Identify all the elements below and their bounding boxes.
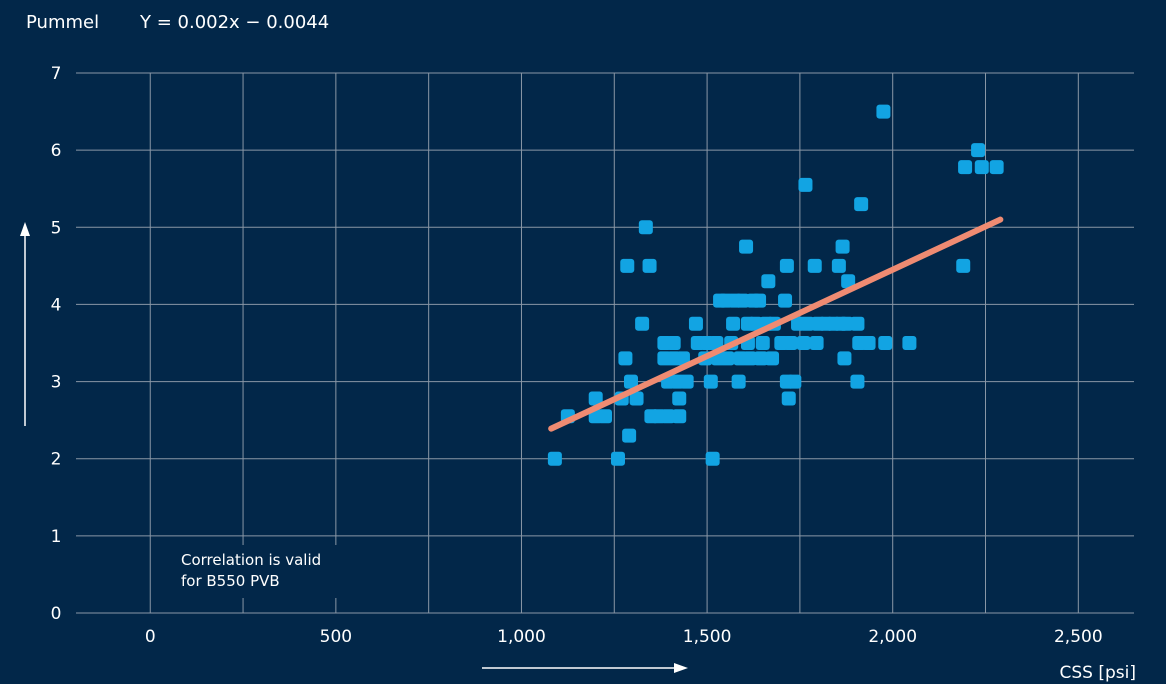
data-point: [839, 316, 854, 331]
y-tick-label: 4: [51, 295, 62, 315]
data-point: [778, 293, 793, 308]
data-point: [672, 409, 687, 424]
y-tick-labels: 0 1 2 3 4 5 6 7: [51, 64, 62, 624]
x-tick-label: 1,500: [683, 627, 732, 647]
data-point: [958, 160, 973, 175]
data-point: [835, 239, 850, 254]
data-point: [635, 316, 650, 331]
data-point: [610, 451, 625, 466]
data-point: [629, 391, 644, 406]
data-point: [675, 351, 690, 366]
data-point: [831, 258, 846, 273]
y-tick-label: 3: [51, 373, 62, 393]
x-tick-label: 500: [320, 627, 352, 647]
data-point: [642, 258, 657, 273]
data-point: [779, 258, 794, 273]
x-axis-label: CSS [psi]: [1060, 663, 1137, 683]
equation-label: Y = 0.002x − 0.0044: [139, 12, 329, 33]
annotation-line-2: for B550 PVB: [181, 572, 280, 590]
x-tick-label: 2,500: [1054, 627, 1103, 647]
data-point: [971, 143, 986, 158]
y-tick-label: 6: [51, 141, 62, 161]
data-point: [841, 274, 856, 289]
y-tick-label: 0: [51, 604, 62, 624]
data-point: [807, 258, 822, 273]
data-point: [620, 258, 635, 273]
y-tick-label: 1: [51, 527, 62, 547]
data-point: [731, 374, 746, 389]
data-point: [753, 351, 768, 366]
annotation-line-1: Correlation is valid: [181, 551, 321, 569]
data-point: [876, 104, 891, 119]
data-point: [755, 336, 770, 350]
data-point: [850, 374, 865, 389]
y-tick-label: 7: [51, 64, 62, 84]
data-point: [850, 316, 865, 331]
chart-title: Pummel: [26, 12, 99, 33]
data-point: [705, 451, 720, 466]
data-point: [854, 197, 869, 212]
data-point: [878, 336, 893, 350]
data-point: [861, 336, 876, 350]
data-point: [739, 239, 754, 254]
x-tick-labels: 0 500 1,000 1,500 2,000 2,500: [145, 627, 1103, 647]
data-point: [618, 351, 633, 366]
y-tick-label: 2: [51, 450, 62, 470]
x-tick-label: 2,000: [868, 627, 917, 647]
data-point: [787, 374, 802, 389]
data-point: [623, 374, 638, 389]
data-point: [598, 409, 612, 424]
data-point: [726, 316, 741, 331]
data-points: [547, 104, 1004, 466]
data-point: [748, 316, 763, 331]
data-point: [752, 293, 767, 308]
data-point: [956, 258, 971, 273]
data-point: [800, 316, 815, 331]
data-point: [588, 391, 603, 406]
data-point: [735, 293, 750, 308]
data-point: [703, 374, 718, 389]
data-point: [781, 391, 796, 406]
trendline: [548, 216, 1004, 432]
x-tick-label: 1,000: [497, 627, 546, 647]
data-point: [547, 451, 562, 466]
x-axis-arrow-icon: [482, 663, 688, 673]
data-point: [765, 351, 780, 366]
data-point: [783, 336, 798, 350]
data-point: [902, 336, 917, 350]
data-point: [798, 177, 813, 192]
data-point: [761, 274, 776, 289]
data-point: [679, 374, 694, 389]
data-point: [837, 351, 852, 366]
x-tick-label: 0: [145, 627, 156, 647]
data-point: [688, 316, 703, 331]
data-point: [796, 336, 811, 350]
data-point: [638, 220, 653, 235]
data-point: [989, 160, 1004, 175]
data-point: [742, 351, 757, 366]
data-point: [709, 336, 724, 350]
data-point: [974, 160, 989, 175]
y-axis-arrow-icon: [20, 222, 30, 426]
data-point: [661, 409, 676, 424]
data-point: [809, 336, 824, 350]
y-tick-label: 5: [51, 218, 62, 238]
data-point: [622, 428, 637, 443]
data-point: [672, 391, 687, 406]
data-point: [666, 336, 681, 350]
data-point: [720, 351, 735, 366]
